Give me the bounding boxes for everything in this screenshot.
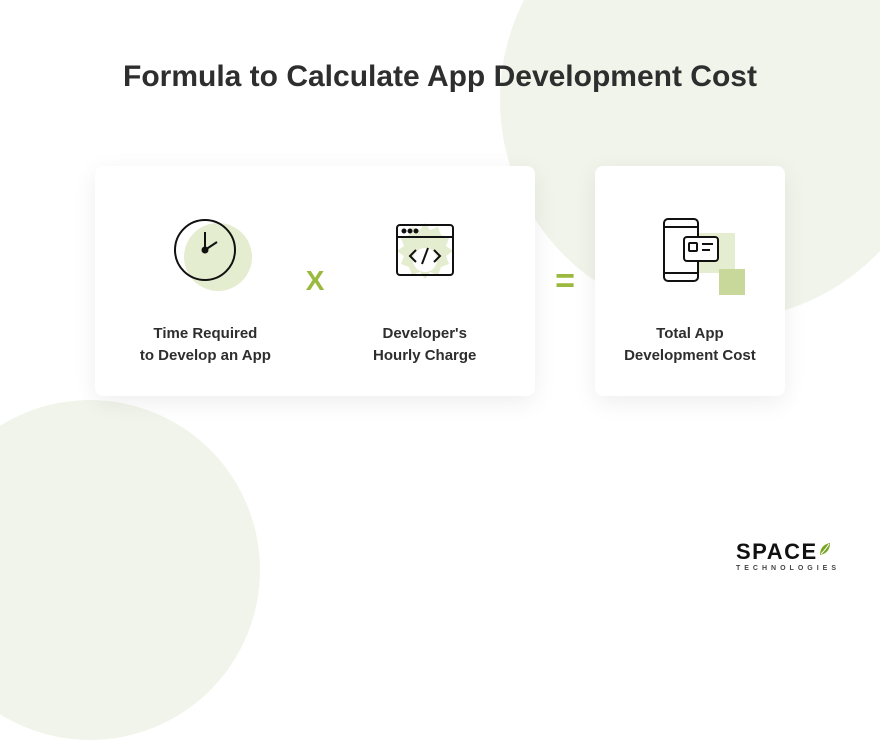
result-label-l1: Total App [656,325,724,342]
phone-icon-wrap [635,195,745,305]
result-label: Total App Development Cost [624,323,756,367]
formula-inputs-card: Time Required to Develop an App X [95,166,535,396]
time-label: Time Required to Develop an App [140,323,271,367]
background-blob-bottom [0,400,260,740]
code-window-icon [394,222,456,278]
code-icon-wrap [370,195,480,305]
rate-label-l1: Developer's [383,325,467,342]
result-label-l2: Development Cost [624,347,756,364]
brand-logo: SPACE TECHNOLOGIES [736,541,840,572]
leaf-icon [816,539,836,559]
time-label-l1: Time Required [153,325,257,342]
equals-operator: = [555,262,575,301]
logo-text: SPACE [736,541,818,563]
page-title: Formula to Calculate App Development Cos… [0,0,880,94]
time-section: Time Required to Develop an App [105,195,306,367]
rate-label-l2: Hourly Charge [373,347,476,364]
logo-tagline: TECHNOLOGIES [736,565,840,572]
multiply-operator: X [306,265,325,297]
clock-icon [172,217,238,283]
rate-label: Developer's Hourly Charge [373,323,476,367]
rate-section: Developer's Hourly Charge [324,195,525,367]
formula-row: Time Required to Develop an App X [0,166,880,396]
clock-icon-wrap [150,195,260,305]
phone-card-icon [656,215,724,285]
result-card: Total App Development Cost [595,166,785,396]
time-label-l2: to Develop an App [140,347,271,364]
